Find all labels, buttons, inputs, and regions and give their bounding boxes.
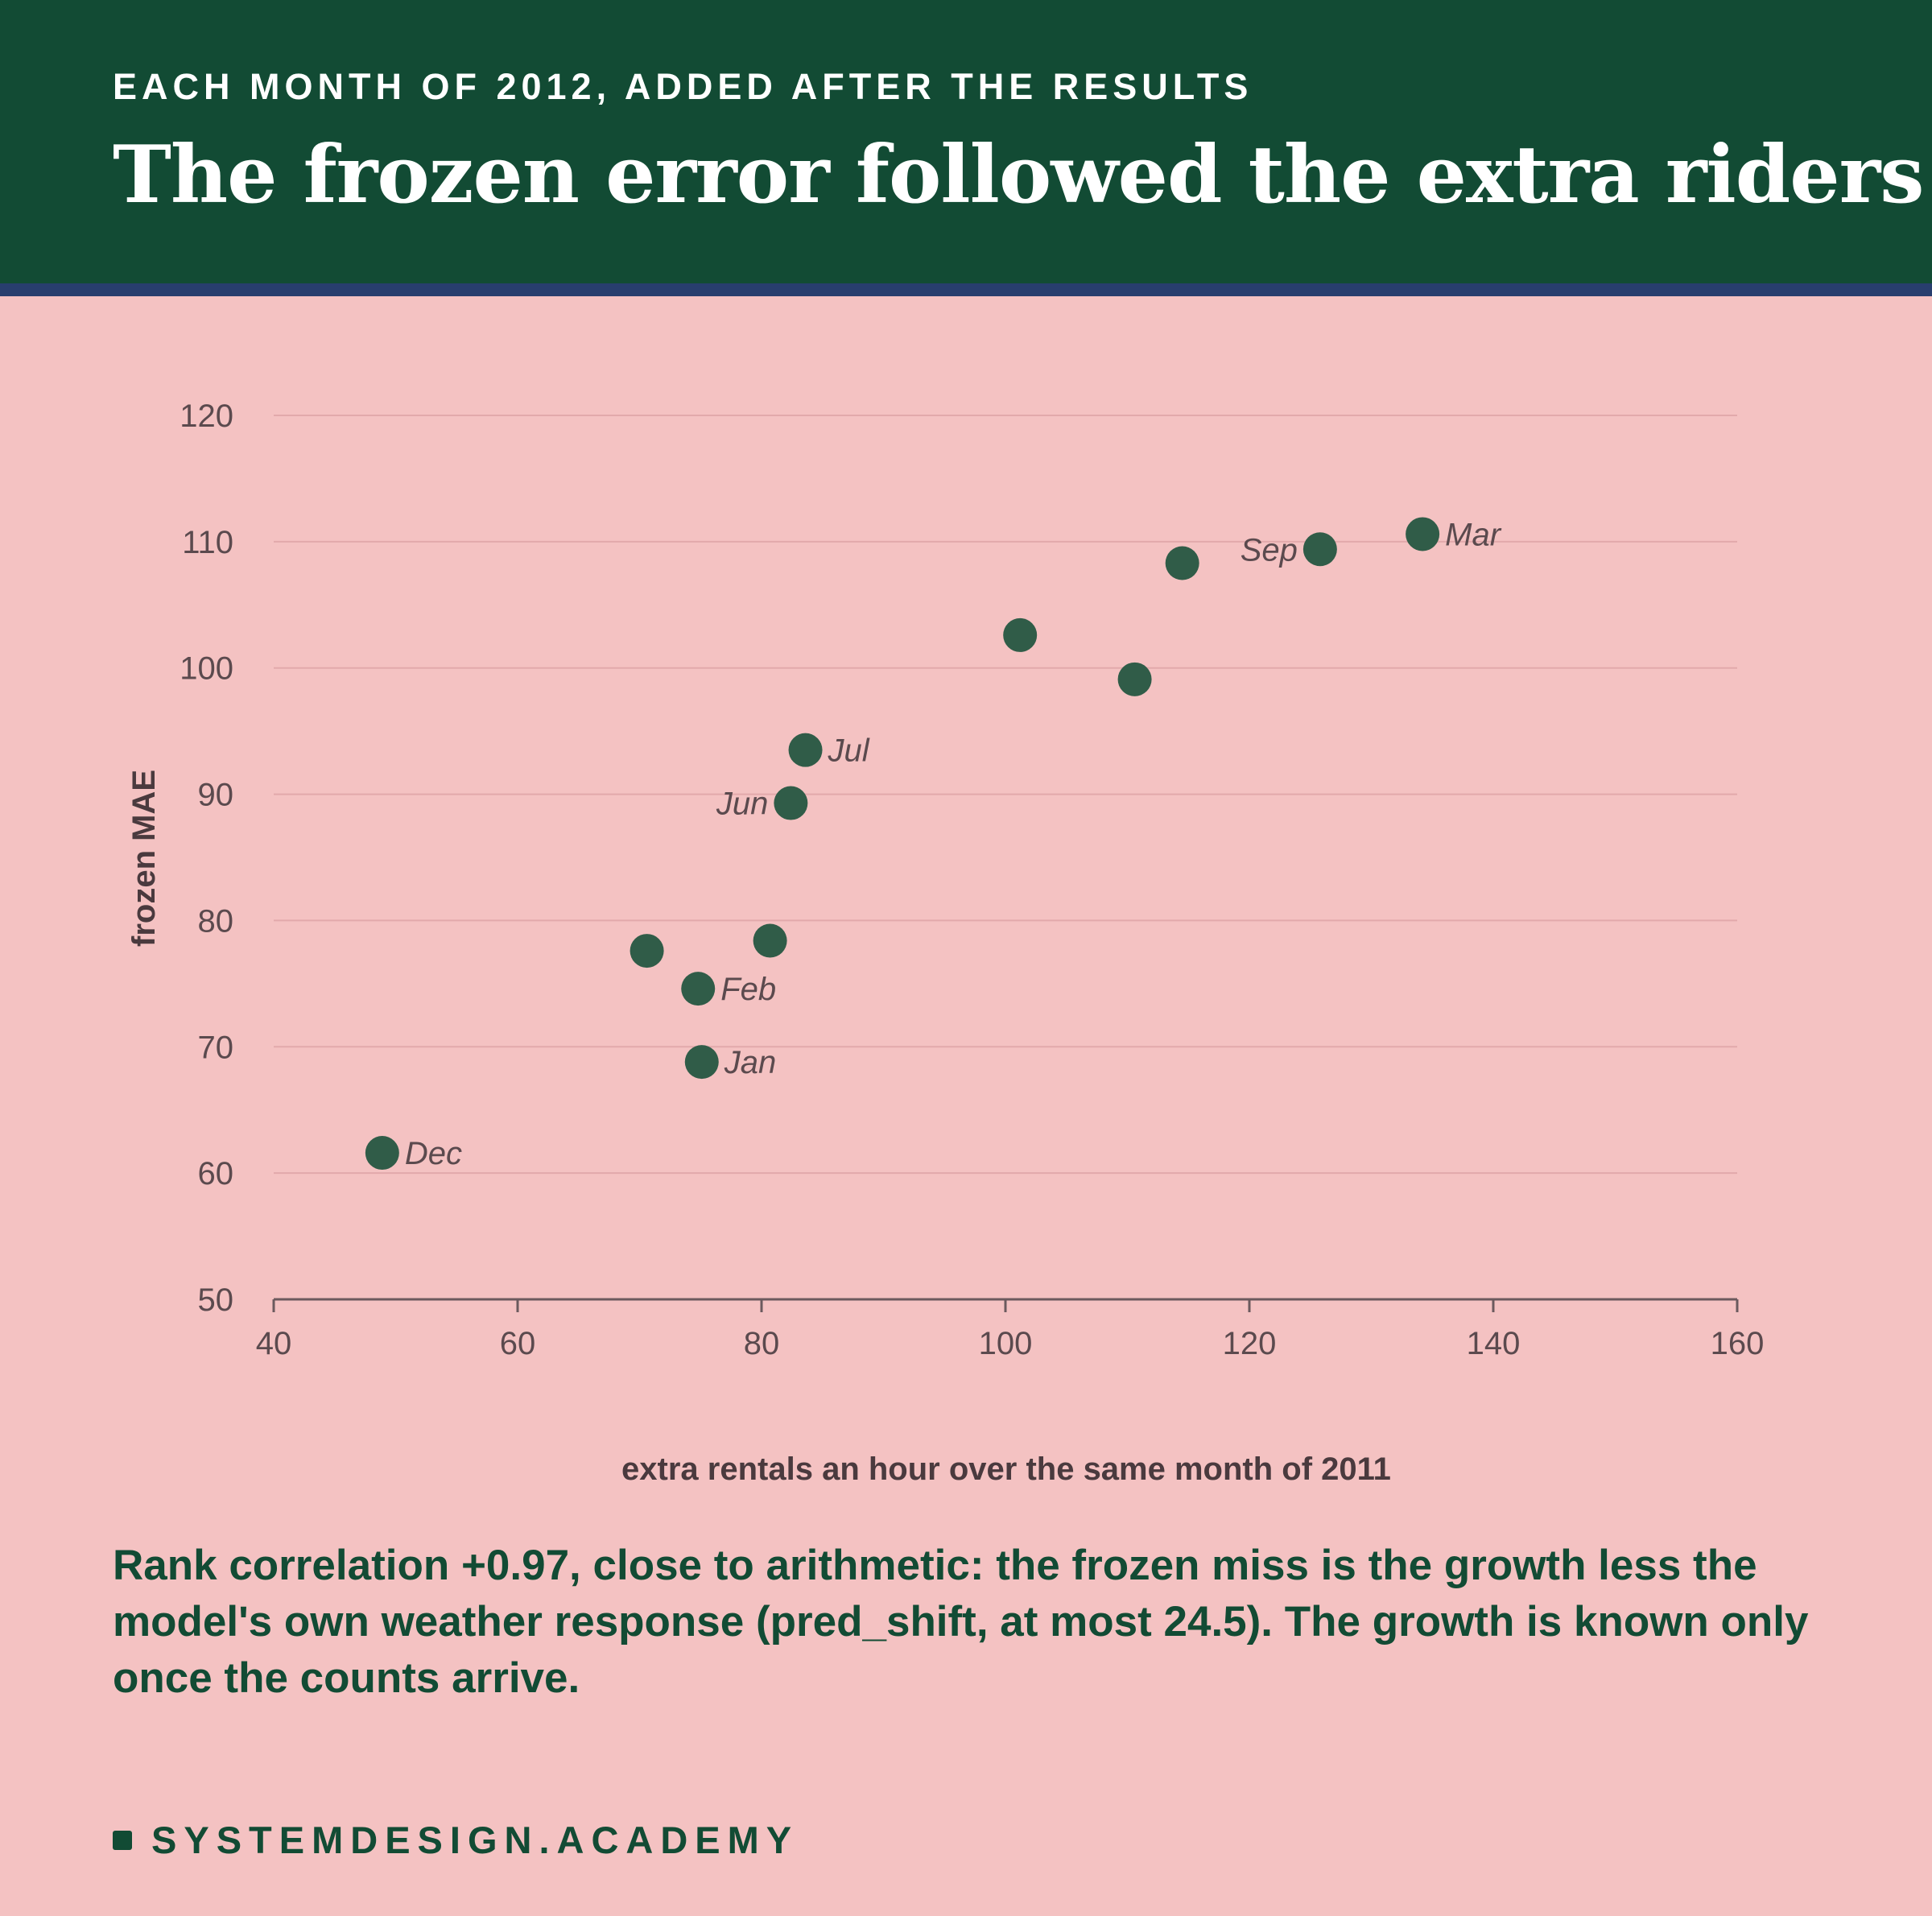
data-point bbox=[1003, 617, 1038, 652]
x-tick-label: 160 bbox=[1711, 1326, 1765, 1361]
x-axis: 40 60 80 100 120 140 160 bbox=[256, 1298, 1765, 1361]
data-point bbox=[774, 786, 808, 820]
data-point bbox=[365, 1136, 399, 1171]
x-tick-label: 140 bbox=[1467, 1326, 1521, 1361]
y-tick-label: 70 bbox=[198, 1030, 234, 1065]
data-point bbox=[1406, 517, 1440, 551]
data-point bbox=[788, 733, 823, 767]
y-tick-label: 100 bbox=[180, 651, 233, 687]
data-point bbox=[753, 923, 787, 958]
point-label: Sep bbox=[1241, 532, 1298, 568]
header-banner: EACH MONTH OF 2012, ADDED AFTER THE RESU… bbox=[0, 0, 1932, 283]
y-axis-title: frozen MAE bbox=[126, 770, 162, 947]
data-point bbox=[684, 1045, 719, 1080]
x-tick-label: 80 bbox=[744, 1326, 780, 1361]
y-tick-label: 110 bbox=[182, 525, 233, 560]
y-tick-label: 90 bbox=[198, 778, 234, 813]
y-axis: 50 60 70 80 90 100 110 120 bbox=[180, 398, 233, 1318]
data-point bbox=[1302, 532, 1337, 567]
brand-name: SYSTEMDESIGN.ACADEMY bbox=[151, 1819, 799, 1861]
data-points bbox=[365, 517, 1440, 1171]
x-tick-label: 120 bbox=[1223, 1326, 1277, 1361]
y-tick-label: 60 bbox=[198, 1156, 234, 1191]
y-tick-label: 80 bbox=[198, 903, 234, 939]
header-rule bbox=[0, 283, 1932, 296]
page-title: The frozen error followed the extra ride… bbox=[113, 129, 1924, 221]
data-point bbox=[1117, 662, 1152, 696]
kicker: EACH MONTH OF 2012, ADDED AFTER THE RESU… bbox=[113, 66, 1253, 107]
point-label: Jun bbox=[716, 787, 769, 822]
x-tick-label: 100 bbox=[979, 1326, 1033, 1361]
point-label: Feb bbox=[720, 972, 776, 1007]
brand-footer: SYSTEMDESIGN.ACADEMY bbox=[113, 1818, 799, 1862]
y-tick-label: 50 bbox=[198, 1282, 234, 1318]
data-point bbox=[681, 972, 716, 1006]
data-point bbox=[630, 934, 664, 968]
point-label: Jul bbox=[828, 733, 870, 769]
y-tick-label: 120 bbox=[180, 398, 233, 434]
point-label: Jan bbox=[724, 1045, 777, 1080]
scatter-chart: 40 60 80 100 120 140 160 50 60 70 80 90 100 110 120 D… bbox=[126, 398, 1765, 1487]
x-axis-title: extra rentals an hour over the same mont… bbox=[621, 1451, 1391, 1487]
point-labels: Dec Feb Jan Jun Jul Sep Mar bbox=[405, 517, 1502, 1171]
point-label: Mar bbox=[1445, 517, 1502, 552]
point-label: Dec bbox=[405, 1136, 462, 1171]
caption-note: Rank correlation +0.97, close to arithme… bbox=[113, 1542, 1809, 1702]
x-tick-label: 40 bbox=[256, 1326, 292, 1361]
brand-square-icon bbox=[113, 1830, 132, 1850]
gridlines bbox=[274, 415, 1737, 1175]
data-point bbox=[1165, 546, 1199, 580]
x-tick-label: 60 bbox=[500, 1326, 536, 1361]
